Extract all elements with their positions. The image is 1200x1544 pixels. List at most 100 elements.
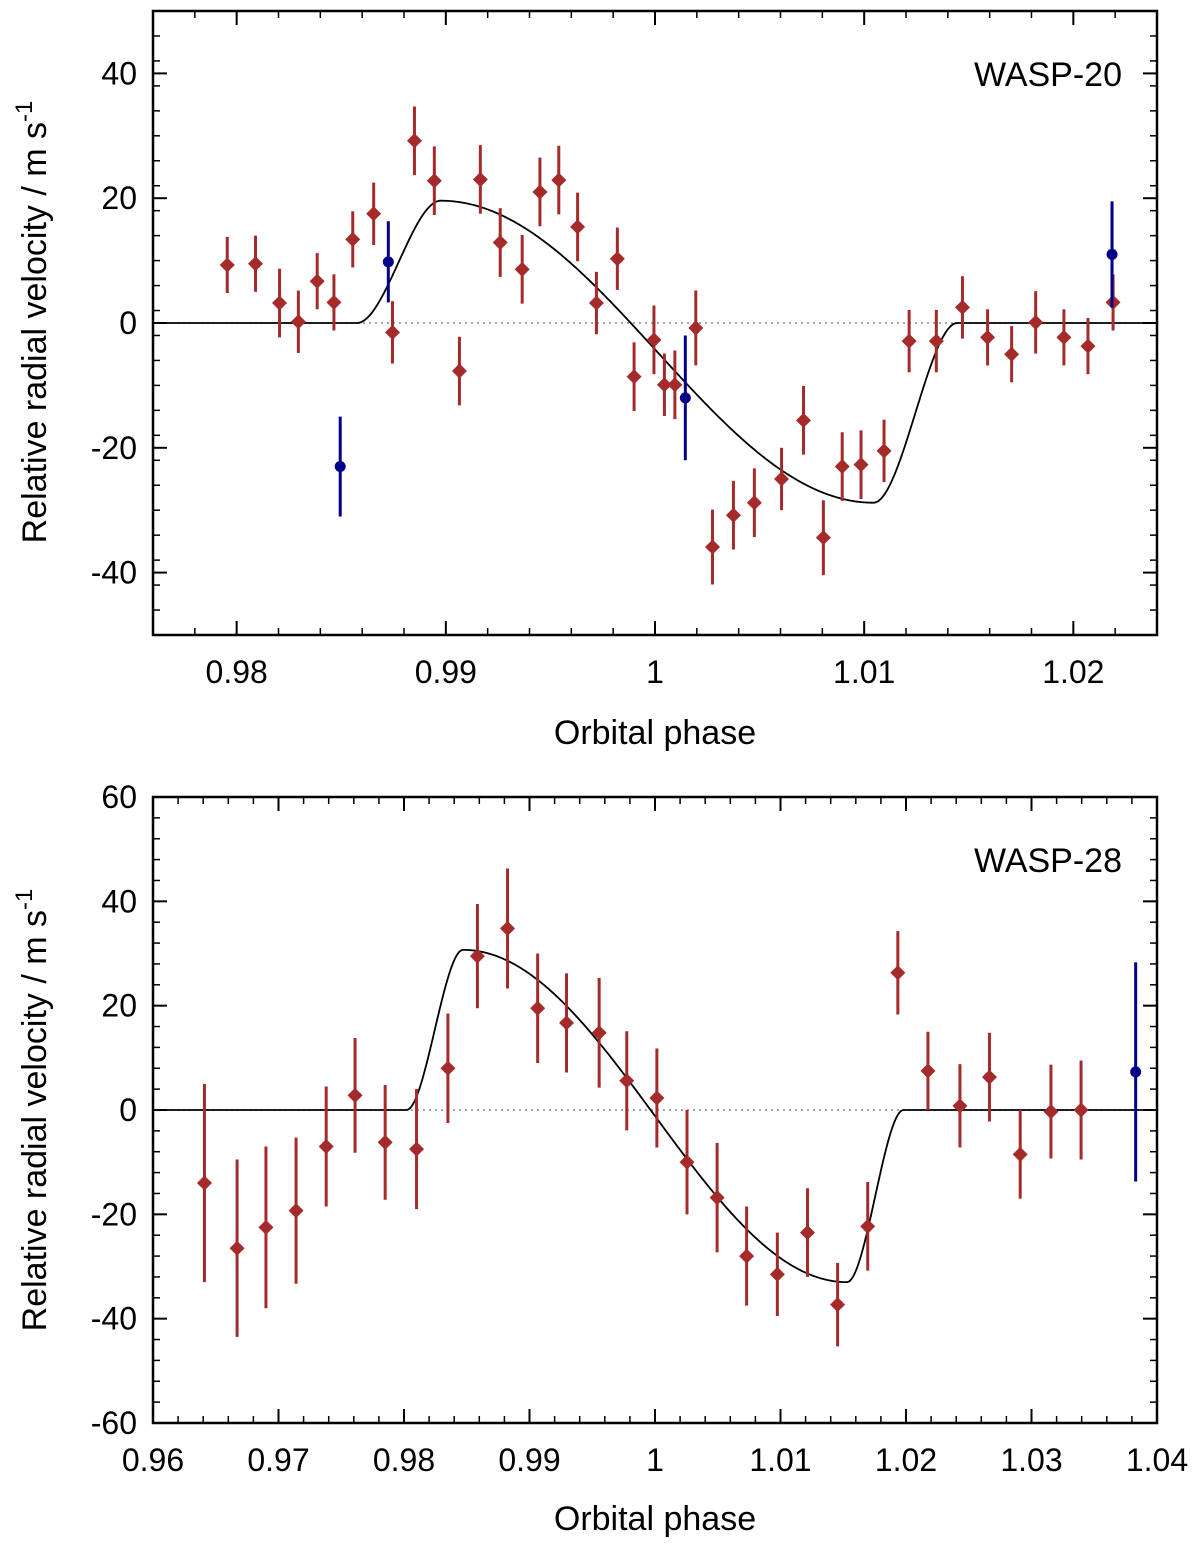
- data-point-oot: [679, 392, 691, 404]
- data-point-rm: [746, 495, 762, 511]
- data-point-rm: [409, 1141, 425, 1157]
- data-point-rm: [705, 539, 721, 555]
- data-point-rm: [1004, 346, 1020, 362]
- x-tick-label: 0.99: [498, 1442, 560, 1478]
- x-tick-label: 1: [646, 654, 664, 690]
- x-tick-label: 1.04: [1126, 1442, 1188, 1478]
- y-tick-label: 20: [101, 180, 137, 216]
- model-curve: [153, 948, 1157, 1284]
- data-point-rm: [570, 219, 586, 235]
- x-tick-label: 1: [646, 1442, 664, 1478]
- data-point-rm: [876, 443, 892, 459]
- data-point-rm: [196, 1175, 212, 1191]
- data-point-rm: [559, 1015, 575, 1031]
- y-axis-title-main: Relative radial velocity / m s: [16, 910, 54, 1331]
- data-point-rm: [247, 256, 263, 272]
- panel-wasp-28: WASP-28 Orbital phase Relative radial ve…: [11, 779, 1188, 1538]
- data-point-rm: [1056, 329, 1072, 345]
- data-point-rm: [853, 457, 869, 473]
- data-point-rm: [500, 920, 516, 936]
- x-tick-label: 0.99: [415, 654, 477, 690]
- data-point-rm: [646, 332, 662, 348]
- data-point-rm: [830, 1297, 846, 1313]
- y-tick-label: 20: [101, 988, 137, 1024]
- data-point-rm: [318, 1139, 334, 1155]
- data-point-oot: [1106, 248, 1118, 260]
- data-point-rm: [774, 471, 790, 487]
- data-point-rm: [472, 171, 488, 187]
- data-point-oot: [334, 461, 346, 473]
- data-point-rm: [815, 530, 831, 546]
- y-tick-label: -20: [91, 1196, 137, 1232]
- data-point-rm: [619, 1073, 635, 1089]
- data-point-rm: [860, 1218, 876, 1234]
- data-point-rm: [928, 333, 944, 349]
- data-point-rm: [290, 314, 306, 330]
- data-point-rm: [890, 965, 906, 981]
- x-tick-label: 1.01: [833, 654, 895, 690]
- x-tick-label: 0.97: [247, 1442, 309, 1478]
- x-tick-label: 1.03: [1000, 1442, 1062, 1478]
- data-point-rm: [530, 1000, 546, 1016]
- data-point-rm: [1012, 1146, 1028, 1162]
- y-axis-title-superscript: -1: [11, 101, 38, 122]
- data-point-rm: [656, 377, 672, 393]
- data-point-rm: [347, 1087, 363, 1103]
- data-point-rm: [981, 1069, 997, 1085]
- data-point-rm: [258, 1219, 274, 1235]
- panel-wasp-20: WASP-20 Orbital phase Relative radial ve…: [11, 9, 1159, 752]
- y-axis-title-superscript: -1: [11, 889, 38, 910]
- data-point-rm: [532, 184, 548, 200]
- y-axis-title-main: Relative radial velocity / m s: [16, 122, 54, 543]
- x-tick-label: 1.02: [875, 1442, 937, 1478]
- data-point-rm: [309, 273, 325, 289]
- data-point-rm: [345, 231, 361, 247]
- plot-frame: [151, 9, 1159, 637]
- data-point-rm: [667, 377, 683, 393]
- y-tick-label: -40: [91, 1301, 137, 1337]
- data-point-rm: [980, 329, 996, 345]
- data-point-rm: [796, 412, 812, 428]
- data-point-rm: [514, 261, 530, 277]
- x-axis-title: Orbital phase: [554, 1500, 756, 1538]
- data-point-rm: [1073, 1102, 1089, 1118]
- y-axis-title: Relative radial velocity / m s-1: [11, 101, 54, 544]
- data-point-rm: [609, 251, 625, 267]
- data-point-rm: [901, 333, 917, 349]
- data-point-rm: [440, 1060, 456, 1076]
- data-point-rm: [451, 363, 467, 379]
- y-tick-label: -20: [91, 430, 137, 466]
- data-point-rm: [1028, 314, 1044, 330]
- data-point-oot: [382, 256, 394, 268]
- data-point-rm: [219, 257, 235, 273]
- data-point-rm: [626, 369, 642, 385]
- data-point-rm: [709, 1190, 725, 1206]
- data-point-rm: [377, 1134, 393, 1150]
- data-point-rm: [288, 1203, 304, 1219]
- data-point-rm: [649, 1090, 665, 1106]
- plot-frame: [151, 795, 1159, 1425]
- data-point-rm: [492, 235, 508, 251]
- data-point-rm: [469, 948, 485, 964]
- data-point-rm: [725, 507, 741, 523]
- data-point-rm: [1043, 1104, 1059, 1120]
- data-point-rm: [366, 206, 382, 222]
- y-tick-label: 0: [119, 1092, 137, 1128]
- data-point-rm: [588, 295, 604, 311]
- data-point-rm: [679, 1154, 695, 1170]
- data-point-rm: [551, 172, 567, 188]
- x-tick-label: 1.02: [1042, 654, 1104, 690]
- data-point-rm: [920, 1063, 936, 1079]
- panel-title: WASP-28: [974, 842, 1122, 880]
- data-point-rm: [229, 1240, 245, 1256]
- x-tick-label: 1.01: [749, 1442, 811, 1478]
- data-point-oot: [1130, 1066, 1142, 1078]
- data-point-rm: [384, 324, 400, 340]
- data-point-rm: [1080, 338, 1096, 354]
- y-tick-label: -40: [91, 555, 137, 591]
- data-point-rm: [426, 173, 442, 189]
- x-tick-label: 0.98: [373, 1442, 435, 1478]
- data-point-rm: [688, 320, 704, 336]
- data-point-rm: [272, 295, 288, 311]
